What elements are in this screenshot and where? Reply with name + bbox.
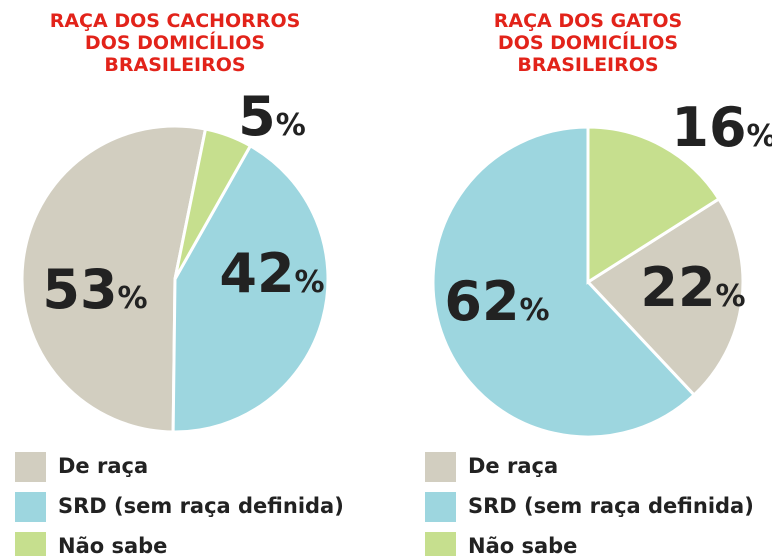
legend-label: SRD (sem raça definida) xyxy=(58,494,344,518)
pie-slice xyxy=(173,127,253,280)
pie-slice xyxy=(585,196,745,398)
legend-swatch xyxy=(15,452,46,482)
chart-title: DOS DOMICÍLIOS xyxy=(85,31,265,54)
value-label: 62% xyxy=(444,270,549,333)
value-label: 16% xyxy=(671,96,772,159)
chart-title: RAÇA DOS CACHORROS xyxy=(50,10,301,32)
pie-slice xyxy=(586,125,721,285)
pie-slice xyxy=(171,143,330,434)
chart-title: RAÇA DOS GATOS xyxy=(494,10,682,32)
legend-swatch xyxy=(425,452,456,482)
legend-swatch xyxy=(425,532,456,556)
legend-swatch xyxy=(425,492,456,522)
value-label: 5% xyxy=(238,85,306,148)
legend-label: SRD (sem raça definida) xyxy=(468,494,754,518)
legend-label: Não sabe xyxy=(58,534,167,556)
legend-label: De raça xyxy=(468,454,558,478)
legend-swatch xyxy=(15,492,46,522)
value-label: 53% xyxy=(42,258,147,321)
chart-title: DOS DOMICÍLIOS xyxy=(498,31,678,54)
legend-label: De raça xyxy=(58,454,148,478)
legend-swatch xyxy=(15,532,46,556)
chart-title: BRASILEIROS xyxy=(104,54,245,76)
value-label: 42% xyxy=(219,242,324,305)
pie-slice xyxy=(431,125,697,439)
legend-label: Não sabe xyxy=(468,534,577,556)
pie-slice xyxy=(20,124,208,434)
value-label: 22% xyxy=(640,256,745,319)
chart-title: BRASILEIROS xyxy=(517,54,658,76)
